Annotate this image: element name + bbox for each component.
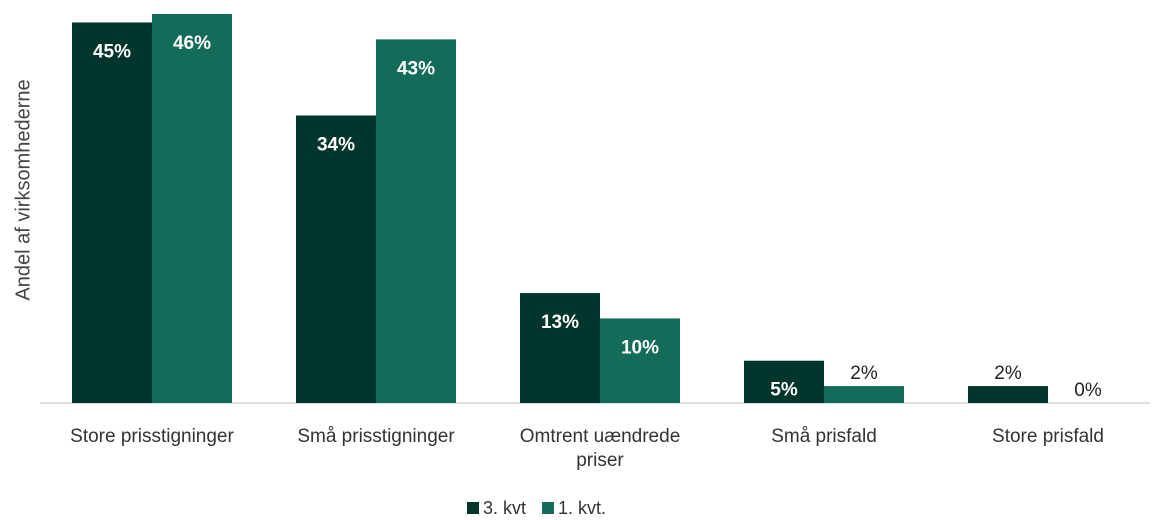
legend-swatch (467, 502, 479, 514)
x-tick-label: Omtrent uændrede priser (519, 426, 681, 471)
data-label: 45% (93, 41, 131, 62)
data-label: 10% (621, 337, 659, 358)
legend-label: 1. kvt. (558, 498, 606, 518)
data-label: 34% (317, 134, 355, 155)
bar (744, 360, 824, 403)
data-label: 13% (541, 312, 579, 333)
bar (520, 293, 600, 403)
data-label: 2% (850, 363, 878, 384)
bar (968, 386, 1048, 403)
data-label: 46% (173, 33, 211, 54)
y-axis-label: Andel af virksomhederne (12, 79, 34, 300)
x-tick-label: Små prisfald (771, 426, 877, 447)
bar (152, 14, 232, 403)
x-tick-label: Små prisstigninger (297, 426, 455, 447)
data-label: 43% (397, 58, 435, 79)
data-label: 0% (1074, 380, 1102, 401)
bar (600, 318, 680, 403)
data-label: 2% (994, 363, 1022, 384)
legend-label: 3. kvt (483, 498, 526, 518)
bar (824, 386, 904, 403)
x-tick-label: Store prisstigninger (70, 426, 234, 447)
data-label: 5% (770, 380, 798, 401)
bar (72, 22, 152, 404)
bar (376, 39, 456, 403)
bar (296, 115, 376, 403)
x-tick-label: Store prisfald (992, 426, 1104, 447)
legend-swatch (542, 502, 555, 514)
